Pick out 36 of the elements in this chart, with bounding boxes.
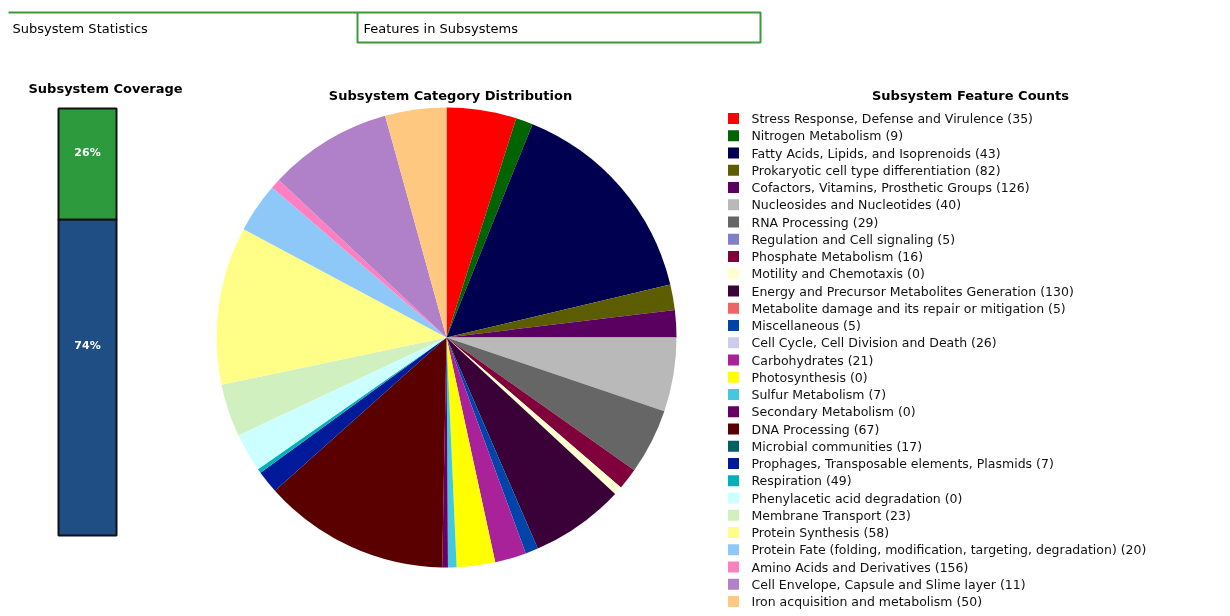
legend-label: Phosphate Metabolism (16) (751, 249, 924, 264)
legend-label: Motility and Chemotaxis (0) (751, 266, 925, 282)
legend-label: Carbohydrates (21) (751, 352, 874, 368)
legend-label: Miscellaneous (5) (751, 318, 861, 333)
legend-label: Cofactors, Vitamins, Prosthetic Groups (126) (751, 180, 1030, 195)
chart-title: Subsystem Coverage (28, 80, 183, 96)
legend-label: Prokaryotic cell type differentiation (82) (751, 162, 1001, 178)
legend-label: Protein Fate (folding, modification, targeting, degradation) (20) (751, 542, 1147, 558)
data-label: 74% (74, 339, 101, 353)
legend-label: Energy and Precursor Metabolites Generation (130) (751, 283, 1074, 299)
legend-label: Cell Cycle, Cell Division and Death (26) (751, 335, 997, 351)
legend-label: DNA Processing (67) (751, 421, 880, 437)
legend-label: Secondary Metabolism (0) (751, 404, 916, 420)
legend-label: Sulfur Metabolism (7) (751, 387, 887, 402)
legend-label: Stress Response, Defense and Virulence (35) (751, 111, 1033, 126)
legend-label: Respiration (49) (751, 473, 852, 489)
legend-label: RNA Processing (29) (751, 214, 879, 230)
text: Subsystem Statistics (12, 21, 149, 36)
legend-label: Prophages, Transposable elements, Plasmids (7) (751, 456, 1054, 471)
legend-label: Phenylacetic acid degradation (0) (751, 490, 963, 506)
legend-label: Microbial communities (17) (751, 438, 923, 454)
legend-label: Photosynthesis (0) (751, 369, 868, 385)
legend-title: Subsystem Feature Counts (871, 88, 1070, 103)
text: Features in Subsystems (363, 21, 519, 36)
legend-label: Cell Envelope, Capsule and Slime layer (11) (751, 576, 1026, 592)
legend-label: Regulation and Cell signaling (5) (751, 231, 956, 247)
chart-title: Subsystem Category Distribution (328, 88, 573, 103)
legend-label: Metabolite damage and its repair or mitigation (5) (751, 300, 1066, 316)
legend-label: Amino Acids and Derivatives (156) (751, 559, 969, 575)
legend-label: Nitrogen Metabolism (9) (751, 128, 904, 144)
legend-label: Iron acquisition and metabolism (50) (751, 594, 983, 609)
data-label: 26% (74, 146, 101, 160)
legend-label: Protein Synthesis (58) (751, 525, 890, 540)
legend-label: Fatty Acids, Lipids, and Isoprenoids (43) (751, 145, 1001, 161)
legend-label: Membrane Transport (23) (751, 507, 911, 523)
legend-label: Nucleosides and Nucleotides (40) (751, 197, 962, 213)
